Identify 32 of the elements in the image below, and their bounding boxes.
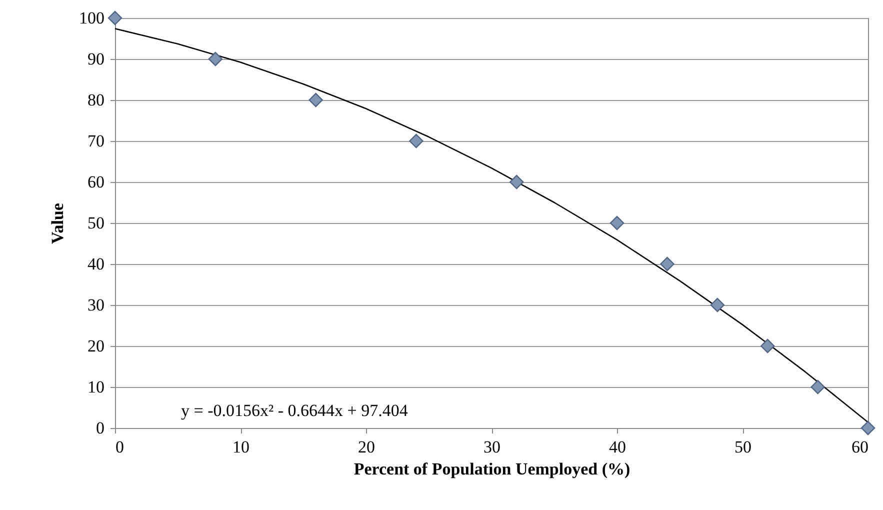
y-tick-label: 50 <box>88 214 104 232</box>
x-tick-label: 20 <box>358 438 375 456</box>
y-tick-label: 30 <box>88 296 104 314</box>
y-tick-label: 20 <box>88 336 104 356</box>
y-tick-label: 90 <box>88 50 104 68</box>
point <box>710 298 725 312</box>
point <box>108 10 122 26</box>
x-tick-label: 0 <box>116 438 124 456</box>
y-tick-label: 40 <box>88 254 104 274</box>
y-tick-label: 100 <box>79 8 104 28</box>
x-axis-title: Percent of Population Uemployed (%) <box>354 460 630 478</box>
point <box>509 174 524 190</box>
y-tick-label: 70 <box>88 132 104 150</box>
point <box>810 380 825 394</box>
annotation: y = -0.0156x² - 0.6644x + 97.404 <box>181 401 408 420</box>
point <box>409 134 424 148</box>
point <box>760 338 775 354</box>
point <box>208 52 223 66</box>
y-tick-label: 10 <box>88 378 104 396</box>
x-tick-label: 40 <box>609 438 626 456</box>
y-tick-label: 0 <box>96 418 104 438</box>
x-tick-label: 30 <box>484 438 500 456</box>
x-tick-label: 10 <box>232 438 250 456</box>
point <box>860 420 876 436</box>
point <box>610 216 624 230</box>
point <box>308 92 323 108</box>
x-tick-label: 60 <box>852 438 868 456</box>
y-tick-label: 60 <box>88 172 104 192</box>
point <box>660 256 674 272</box>
x-tick-label: 50 <box>734 438 752 456</box>
y-tick-label: 80 <box>88 90 104 110</box>
y-axis-title: Value <box>48 202 67 244</box>
